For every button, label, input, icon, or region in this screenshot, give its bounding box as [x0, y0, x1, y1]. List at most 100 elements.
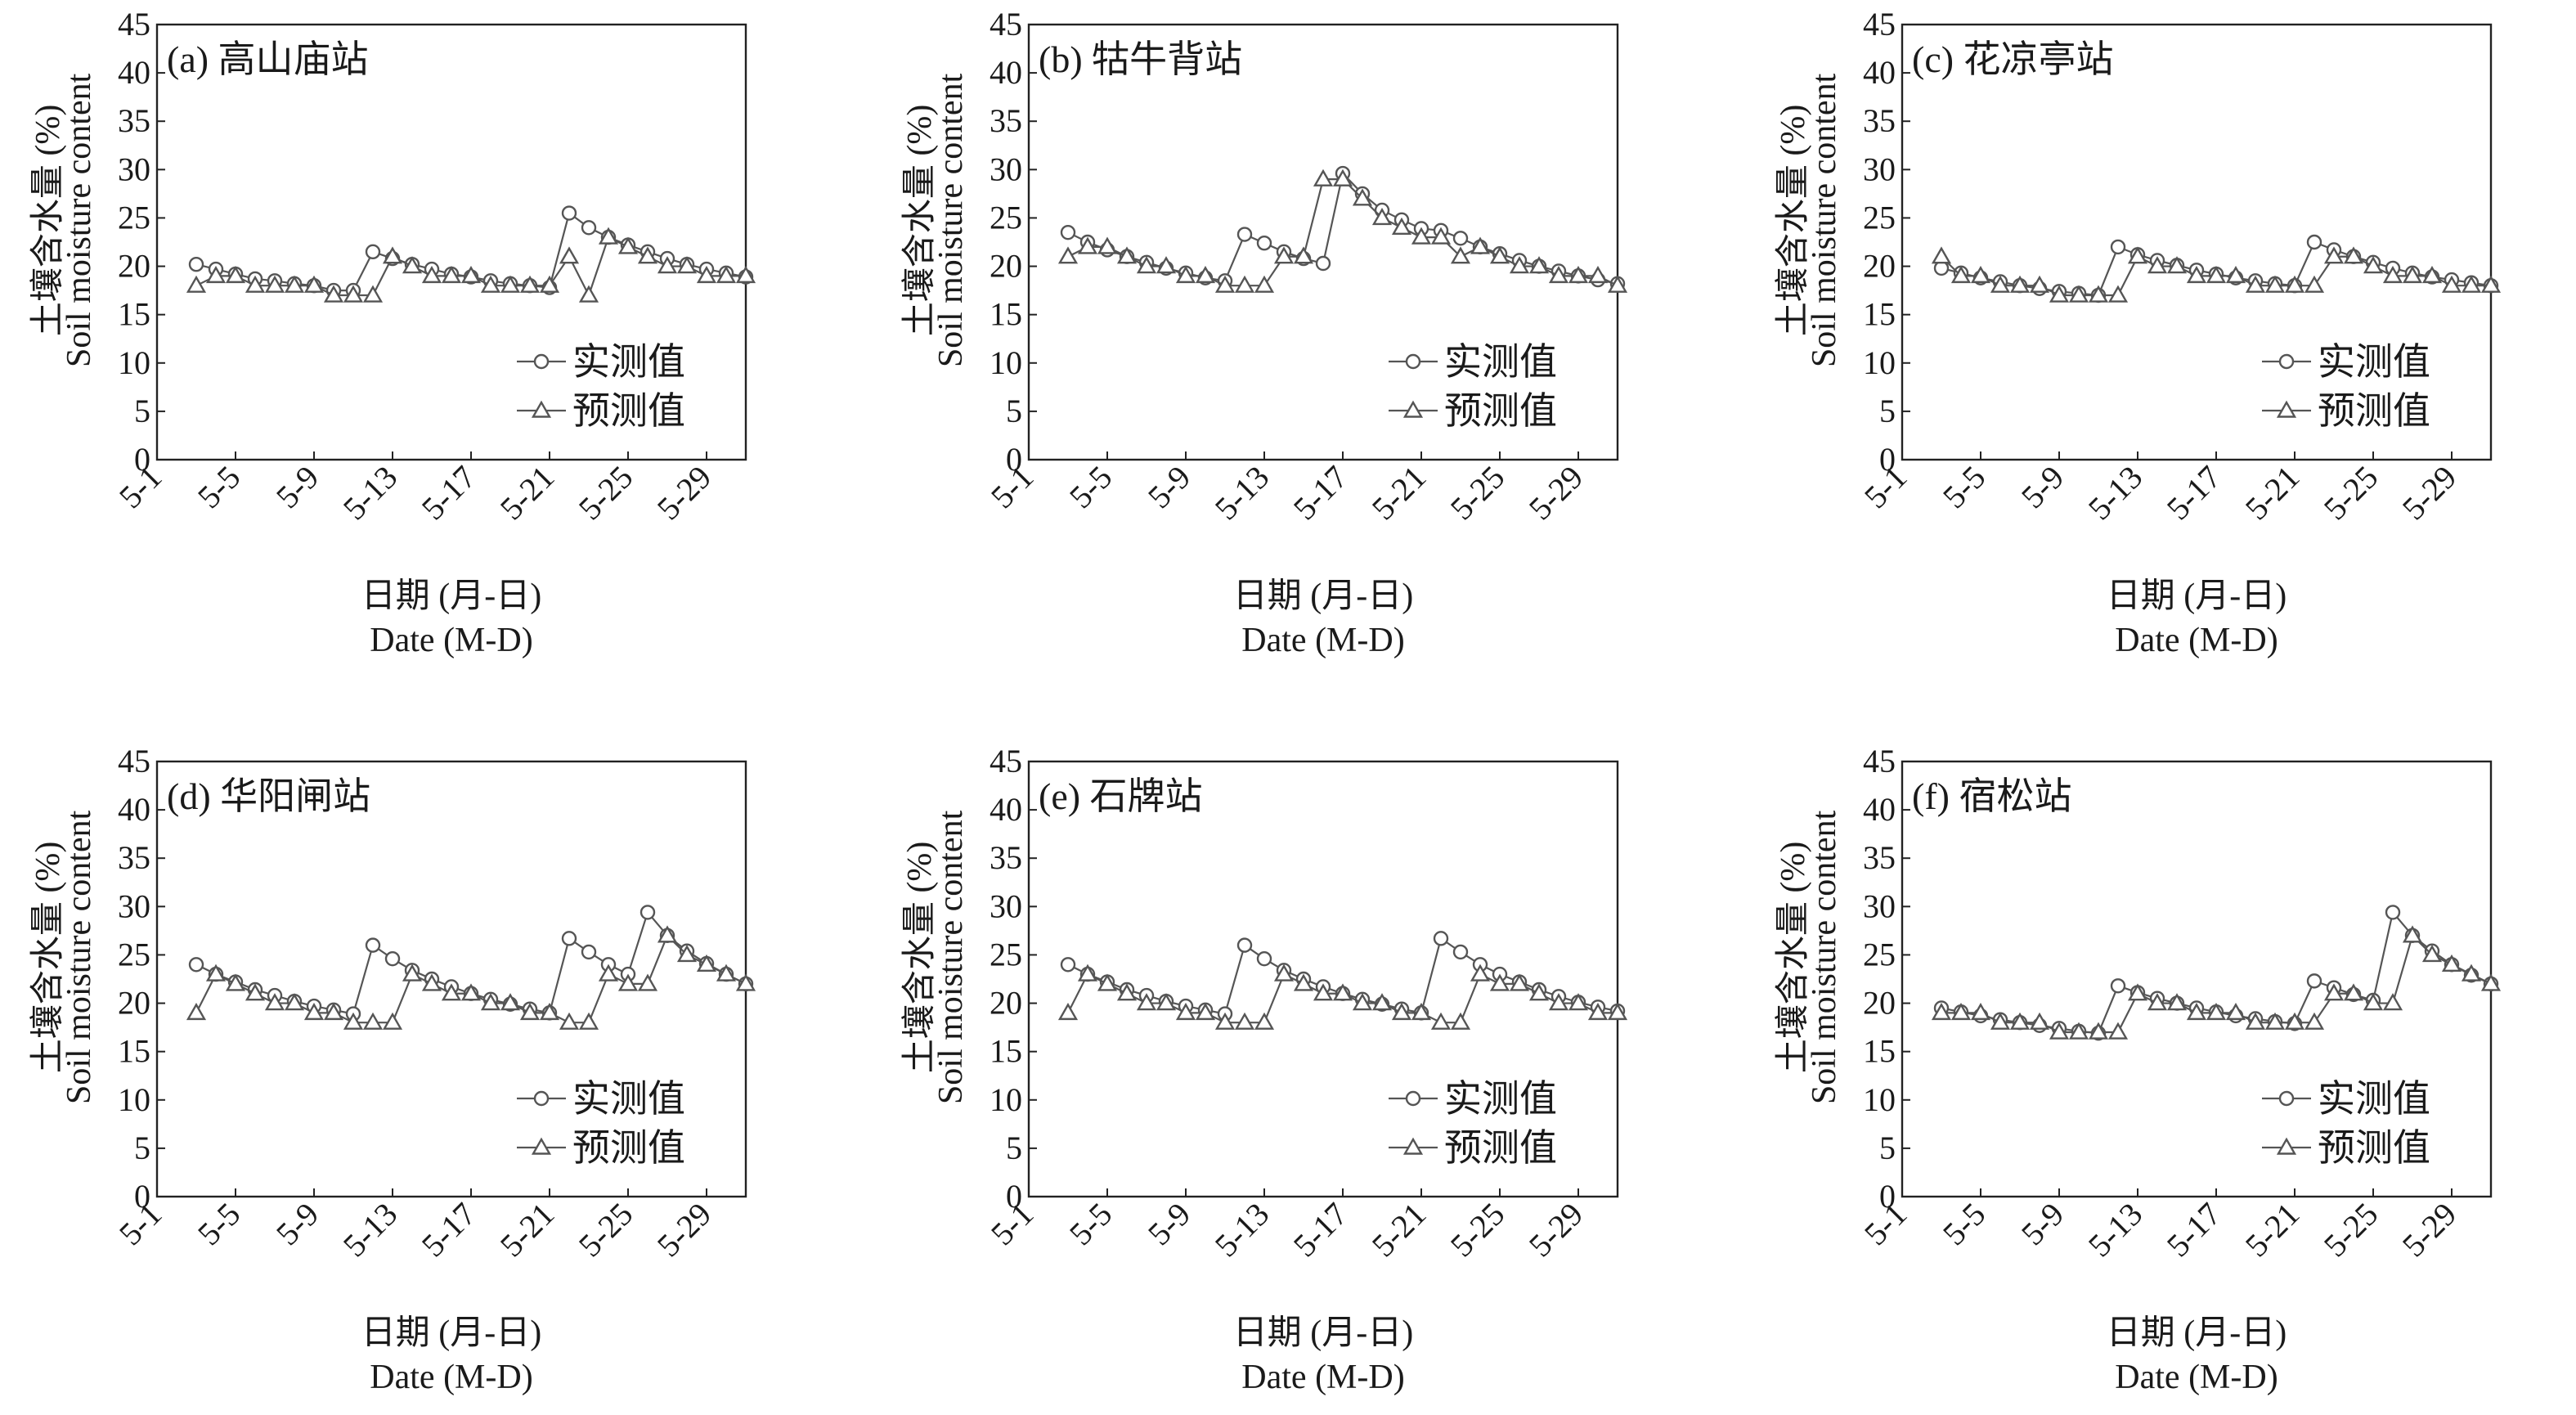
- data-point: [1057, 1002, 1079, 1021]
- data-point: [1175, 1002, 1196, 1021]
- data-point: [559, 246, 580, 264]
- x-tick-label: 5-5: [1062, 1196, 1120, 1253]
- y-tick-label: 10: [1863, 1081, 1896, 1118]
- data-point: [2402, 265, 2423, 284]
- data-point: [1430, 227, 1452, 245]
- y-axis-label-cn: 土壤含水量 (%): [1774, 842, 1812, 1073]
- data-point: [2382, 993, 2403, 1011]
- data-point: [1452, 944, 1469, 960]
- y-axis-label-en: Soil moisture content: [1806, 73, 1843, 367]
- data-point: [696, 265, 717, 284]
- data-point: [1568, 265, 1589, 284]
- x-tick-label: 5-9: [1141, 1196, 1198, 1253]
- data-point: [1970, 1002, 1991, 1021]
- x-tick-label: 5-13: [336, 1196, 405, 1265]
- x-tick-label: 5-5: [1936, 459, 1993, 516]
- data-point: [2206, 265, 2227, 284]
- data-point: [1273, 246, 1295, 264]
- data-point: [1548, 265, 1569, 284]
- data-point: [225, 973, 246, 991]
- data-point: [1060, 957, 1076, 973]
- data-point: [735, 973, 756, 991]
- y-tick-label: 5: [134, 1130, 150, 1166]
- legend-marker-circle: [1405, 353, 1421, 370]
- data-point: [735, 265, 756, 284]
- data-point: [539, 1002, 560, 1021]
- data-point: [1450, 246, 1471, 264]
- data-point: [2088, 285, 2109, 303]
- data-point: [1136, 256, 1157, 274]
- data-point: [1470, 964, 1491, 982]
- data-point: [657, 256, 678, 274]
- data-point: [1293, 246, 1314, 264]
- data-point: [2186, 1002, 2207, 1021]
- data-point: [2402, 925, 2423, 943]
- data-point: [1528, 983, 1550, 1001]
- data-point: [519, 1002, 541, 1021]
- x-tick-label: 5-25: [2317, 459, 2385, 528]
- legend-marker-triangle: [2276, 400, 2297, 418]
- data-point: [382, 1012, 403, 1030]
- x-axis-label-cn: 日期 (月-日): [1233, 577, 1413, 615]
- data-point: [343, 1012, 364, 1030]
- data-point: [2110, 239, 2126, 255]
- data-point: [2323, 983, 2345, 1001]
- data-point: [1990, 275, 2011, 293]
- y-axis-label-cn: 土壤含水量 (%): [900, 105, 939, 336]
- data-point: [1254, 1012, 1275, 1030]
- y-tick-label: 0: [1006, 1178, 1022, 1215]
- data-point: [2284, 275, 2305, 293]
- y-tick-label: 25: [118, 199, 150, 236]
- data-point: [1195, 1002, 1216, 1021]
- panel-title: (e) 石牌站: [1039, 775, 1203, 817]
- y-axis-label-cn: 土壤含水量 (%): [29, 842, 67, 1073]
- x-tick-label: 5-13: [1208, 1196, 1277, 1265]
- y-tick-label: 0: [1879, 1178, 1896, 1215]
- y-tick-label: 5: [1879, 393, 1896, 429]
- series-predicted: [1057, 168, 1628, 293]
- data-point: [1411, 1002, 1432, 1021]
- x-tick-label: 5-25: [572, 459, 640, 528]
- data-point: [1156, 256, 1177, 274]
- y-axis-label-en: Soil moisture content: [1806, 810, 1843, 1104]
- data-point: [1234, 1012, 1255, 1030]
- data-point: [2147, 993, 2168, 1011]
- series-predicted: [1931, 246, 2502, 303]
- data-point: [2110, 978, 2126, 994]
- legend-label: 实测值: [1444, 1078, 1557, 1120]
- data-point: [1391, 1002, 1412, 1021]
- y-tick-label: 45: [990, 743, 1022, 779]
- data-point: [2068, 1022, 2089, 1040]
- y-tick-label: 40: [990, 791, 1022, 828]
- x-tick-label: 5-21: [1365, 459, 1434, 528]
- data-point: [2382, 265, 2403, 284]
- x-axis-label-en: Date (M-D): [1241, 622, 1404, 659]
- y-tick-label: 45: [990, 6, 1022, 43]
- y-tick-label: 20: [1863, 248, 1896, 285]
- data-point: [480, 275, 501, 293]
- data-point: [1950, 1002, 1972, 1021]
- data-point: [205, 964, 227, 982]
- data-point: [2284, 1012, 2305, 1030]
- data-point: [1489, 973, 1510, 991]
- data-point: [2068, 285, 2089, 303]
- data-point: [2385, 905, 2401, 920]
- data-point: [1057, 246, 1079, 264]
- data-point: [1273, 964, 1295, 982]
- data-point: [2363, 993, 2384, 1011]
- data-point: [2186, 265, 2207, 284]
- y-tick-label: 0: [134, 1178, 150, 1215]
- panel-title: (a) 高山庙站: [167, 38, 369, 80]
- data-point: [1931, 246, 1952, 264]
- data-point: [188, 957, 204, 973]
- x-axis-label-en: Date (M-D): [370, 622, 532, 659]
- data-point: [2166, 256, 2188, 274]
- x-tick-label: 5-1: [984, 1196, 1041, 1253]
- x-tick-label: 5-9: [1141, 459, 1198, 516]
- data-point: [1256, 235, 1272, 251]
- data-point: [1411, 227, 1432, 245]
- y-tick-label: 45: [118, 743, 150, 779]
- data-point: [1607, 1002, 1628, 1021]
